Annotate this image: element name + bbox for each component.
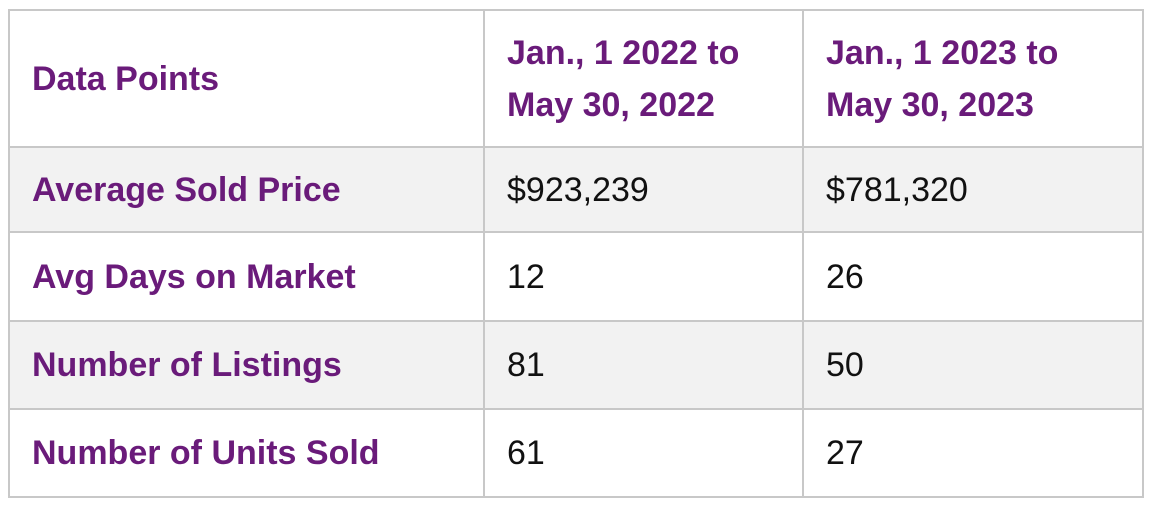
table-row: Average Sold Price $923,239 $781,320 [8, 146, 1144, 233]
value-2023: 27 [826, 434, 864, 472]
value-2023: 26 [826, 257, 864, 296]
header-cell-data-points: Data Points [8, 9, 485, 148]
row-label: Average Sold Price [32, 170, 341, 209]
value-cell-2022: 12 [483, 231, 804, 322]
value-2023: 50 [826, 346, 864, 384]
value-2022: $923,239 [507, 170, 649, 209]
value-cell-2022: 61 [483, 408, 804, 498]
value-cell-2023: 50 [802, 320, 1144, 410]
comparison-table-container: Data Points Jan., 1 2022 to May 30, 2022… [8, 9, 1144, 498]
header-label-2022-line2: May 30, 2022 [507, 85, 715, 124]
comparison-table: Data Points Jan., 1 2022 to May 30, 2022… [8, 9, 1144, 498]
header-cell-period-2023: Jan., 1 2023 to May 30, 2023 [802, 9, 1144, 148]
header-label-2023-line2: May 30, 2023 [826, 85, 1034, 124]
table-row: Number of Units Sold 61 27 [8, 408, 1144, 498]
header-label-2023-line1: Jan., 1 2023 to [826, 33, 1059, 72]
value-cell-2022: $923,239 [483, 146, 804, 233]
value-cell-2023: $781,320 [802, 146, 1144, 233]
value-cell-2023: 27 [802, 408, 1144, 498]
row-label-cell: Number of Listings [8, 320, 485, 410]
table-row: Number of Listings 81 50 [8, 320, 1144, 410]
header-label-data-points: Data Points [32, 59, 220, 98]
header-label-2022-line1: Jan., 1 2022 to [507, 33, 740, 72]
value-2022: 61 [507, 434, 545, 472]
header-cell-period-2022: Jan., 1 2022 to May 30, 2022 [483, 9, 804, 148]
value-2023: $781,320 [826, 170, 968, 209]
value-cell-2022: 81 [483, 320, 804, 410]
table-row: Avg Days on Market 12 26 [8, 231, 1144, 322]
row-label: Number of Listings [32, 346, 342, 384]
row-label: Number of Units Sold [32, 434, 380, 472]
row-label-cell: Avg Days on Market [8, 231, 485, 322]
row-label-cell: Number of Units Sold [8, 408, 485, 498]
table-header-row: Data Points Jan., 1 2022 to May 30, 2022… [8, 9, 1144, 148]
value-2022: 12 [507, 257, 545, 296]
value-2022: 81 [507, 346, 545, 384]
row-label-cell: Average Sold Price [8, 146, 485, 233]
row-label: Avg Days on Market [32, 257, 356, 296]
value-cell-2023: 26 [802, 231, 1144, 322]
